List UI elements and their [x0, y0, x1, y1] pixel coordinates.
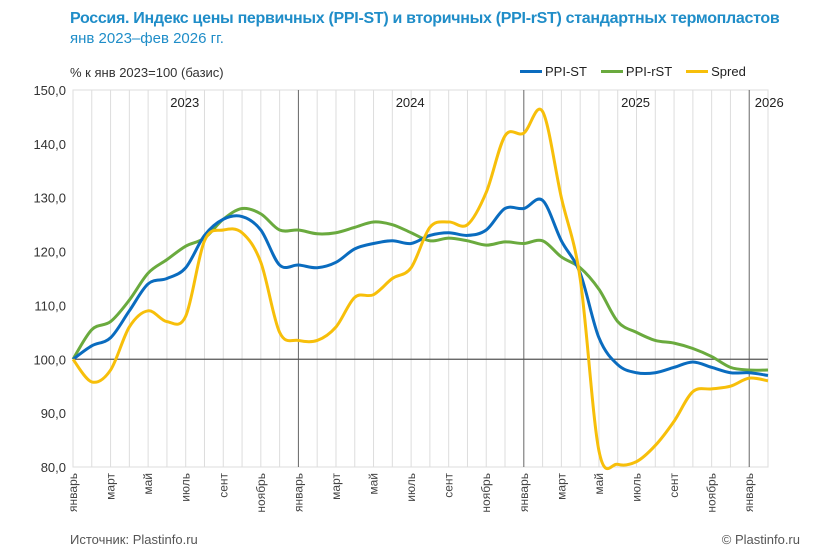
copyright: © Plastinfo.ru	[721, 532, 800, 547]
y-tick-label: 100,0	[33, 352, 66, 367]
series-line-spred	[71, 107, 769, 471]
y-axis-label: % к янв 2023=100 (базис)	[70, 65, 224, 80]
legend-label: PPI-rST	[625, 64, 673, 79]
x-tick-label: ноябрь	[705, 473, 719, 513]
x-tick-label: ноябрь	[479, 473, 493, 513]
y-tick-label: 130,0	[33, 191, 66, 206]
x-tick-label: ноябрь	[254, 473, 268, 513]
series-line-ppi-st	[72, 197, 769, 377]
x-tick-label: март	[104, 473, 118, 500]
legend-swatch	[600, 70, 623, 73]
y-tick-label: 90,0	[41, 406, 66, 421]
year-label: 2025	[621, 95, 650, 110]
x-tick-label: январь	[291, 473, 305, 512]
y-tick-label: 120,0	[33, 245, 66, 260]
y-tick-label: 110,0	[34, 298, 66, 313]
year-label: 2023	[170, 95, 199, 110]
legend-ppi-st: PPI-ST	[520, 64, 587, 79]
x-tick-label: май	[592, 473, 606, 495]
year-label: 2024	[396, 95, 425, 110]
x-tick-label: май	[367, 473, 381, 495]
legend-swatch	[520, 70, 542, 73]
year-label: 2026	[755, 95, 784, 110]
legend-spred: Spred	[686, 64, 746, 79]
x-tick-label: сент	[216, 472, 230, 497]
legend-label: Spred	[711, 64, 746, 79]
plot-border	[72, 89, 769, 468]
y-tick-label: 150,0	[33, 83, 66, 98]
legend-swatch	[686, 70, 709, 73]
x-tick-label: март	[554, 473, 568, 500]
chart-subtitle: янв 2023–фев 2026 гг.	[70, 30, 224, 47]
y-tick-label: 80,0	[41, 460, 66, 475]
x-tick-label: июль	[179, 473, 193, 502]
x-tick-label: январь	[517, 473, 531, 512]
source-note: Источник: Plastinfo.ru	[70, 532, 198, 547]
x-tick-label: январь	[742, 473, 756, 512]
series-line-ppi-rst	[71, 206, 769, 372]
x-tick-label: июль	[404, 473, 418, 502]
x-tick-label: сент	[442, 472, 456, 497]
x-tick-label: сент	[667, 472, 681, 497]
legend: PPI-ST PPI-rST Spred	[520, 64, 746, 79]
y-tick-label: 140,0	[33, 137, 66, 152]
x-tick-label: январь	[66, 473, 80, 512]
x-tick-label: май	[141, 473, 155, 495]
chart-title: Россия. Индекс цены первичных (PPI-ST) и…	[70, 10, 780, 27]
legend-ppi-rst: PPI-rST	[600, 64, 673, 79]
x-tick-label: март	[329, 473, 343, 500]
legend-label: PPI-ST	[545, 64, 587, 79]
x-tick-label: июль	[630, 473, 644, 502]
